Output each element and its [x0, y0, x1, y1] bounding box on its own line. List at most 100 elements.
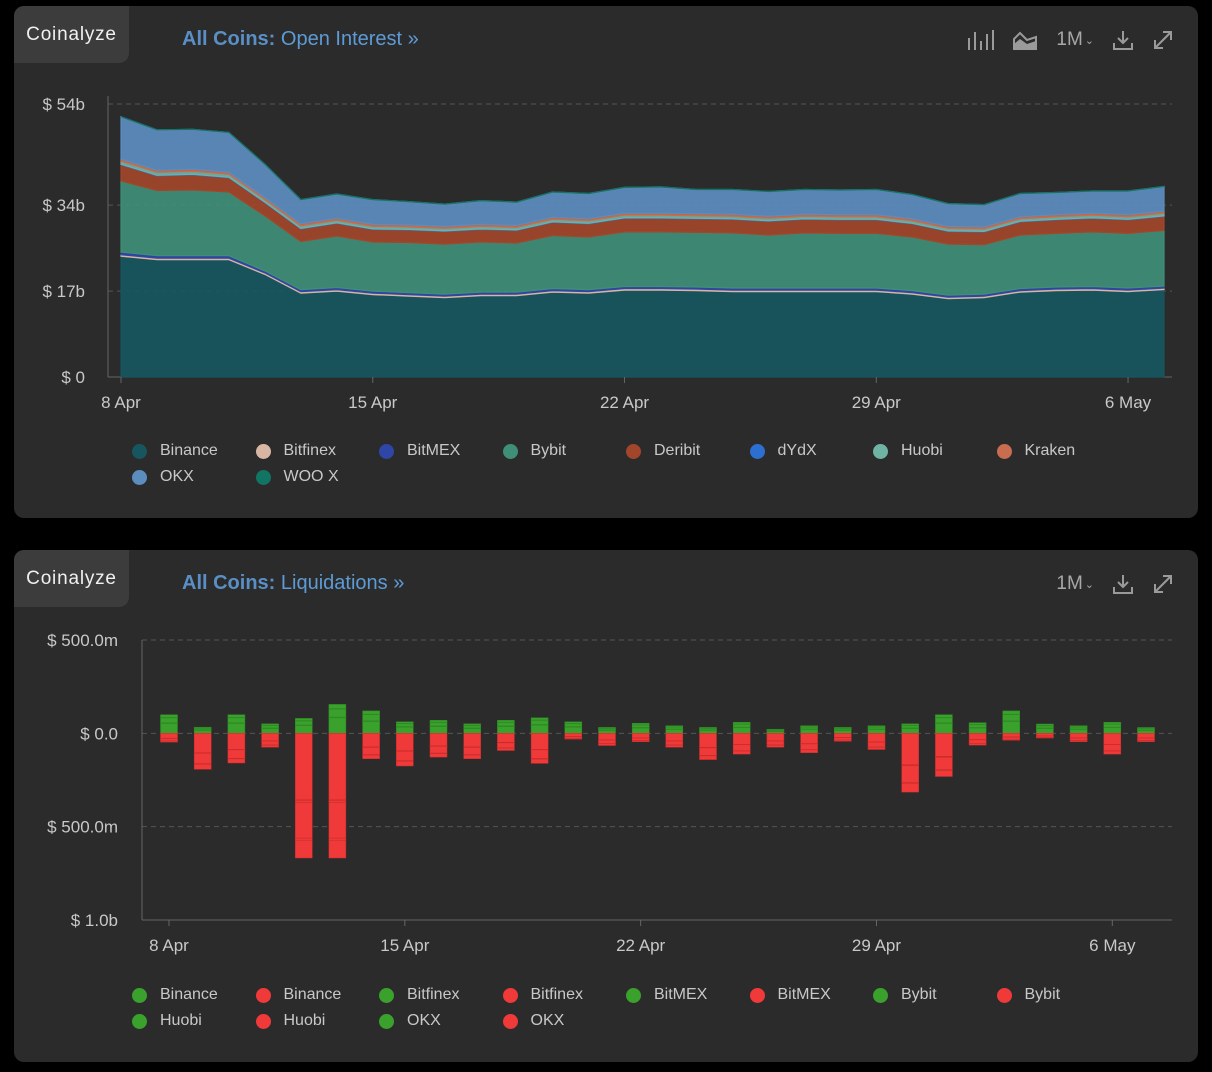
- bar-bybit-short[interactable]: [867, 742, 886, 748]
- bar-binance-short[interactable]: [328, 733, 347, 801]
- legend-item[interactable]: Binance: [132, 986, 256, 1004]
- bar-binance-long[interactable]: [396, 726, 414, 734]
- bar-bybit-short[interactable]: [362, 747, 380, 755]
- bar-binance-long[interactable]: [295, 725, 313, 734]
- bar-okx-long[interactable]: [530, 717, 549, 721]
- legend-item[interactable]: BitMEX: [379, 442, 503, 460]
- bar-okx-short[interactable]: [665, 745, 684, 748]
- bar-okx-short[interactable]: [564, 738, 583, 740]
- chart-title[interactable]: All Coins: Liquidations »: [182, 572, 404, 595]
- legend-item[interactable]: Binance: [255, 986, 380, 1004]
- bar-bybit-short[interactable]: [193, 753, 212, 764]
- area-chart-icon[interactable]: [1012, 26, 1038, 54]
- bar-binance-short[interactable]: [227, 733, 246, 750]
- bar-okx-short[interactable]: [530, 758, 549, 764]
- bar-okx-long[interactable]: [867, 725, 886, 727]
- bar-okx-long[interactable]: [1137, 727, 1155, 729]
- bar-bybit-short[interactable]: [261, 740, 279, 746]
- download-icon[interactable]: [1112, 26, 1134, 54]
- bar-binance-short[interactable]: [598, 733, 616, 741]
- bar-bybit-short[interactable]: [429, 746, 448, 754]
- bar-okx-short[interactable]: [834, 739, 852, 742]
- legend-item[interactable]: Huobi: [873, 442, 997, 460]
- bar-okx-long[interactable]: [463, 723, 481, 726]
- bar-okx-long[interactable]: [160, 714, 178, 718]
- bar-bybit-short[interactable]: [530, 749, 549, 759]
- legend-item[interactable]: Bybit: [873, 986, 997, 1004]
- legend-item[interactable]: Huobi: [255, 1012, 380, 1030]
- bar-bybit-long[interactable]: [530, 720, 549, 725]
- bar-okx-long[interactable]: [665, 725, 684, 727]
- bar-bybit-long[interactable]: [295, 720, 313, 726]
- bar-binance-short[interactable]: [295, 733, 313, 801]
- brand-logo[interactable]: Coinalyze: [14, 6, 129, 63]
- legend-item[interactable]: OKX: [132, 468, 256, 486]
- bar-bybit-short[interactable]: [463, 747, 481, 755]
- bar-bybit-short[interactable]: [328, 802, 347, 839]
- bar-okx-long[interactable]: [396, 721, 414, 724]
- legend-item[interactable]: Bybit: [996, 986, 1121, 1004]
- bar-bybit-short[interactable]: [598, 739, 616, 744]
- bar-bybit-short[interactable]: [834, 737, 852, 741]
- bar-binance-long[interactable]: [631, 727, 650, 734]
- bar-bybit-long[interactable]: [935, 717, 953, 723]
- bar-okx-short[interactable]: [193, 764, 212, 770]
- bar-okx-long[interactable]: [699, 727, 717, 729]
- bar-okx-short[interactable]: [463, 754, 481, 759]
- bar-okx-short[interactable]: [328, 840, 347, 859]
- period-selector[interactable]: 1M ⌄: [1056, 570, 1094, 598]
- bar-okx-long[interactable]: [362, 710, 380, 715]
- bar-bybit-short[interactable]: [901, 765, 919, 783]
- bar-binance-short[interactable]: [766, 733, 785, 742]
- bar-bybit-long[interactable]: [362, 714, 380, 722]
- bar-binance-long[interactable]: [564, 726, 583, 734]
- legend-item[interactable]: BitMEX: [749, 986, 874, 1004]
- bar-binance-long[interactable]: [328, 717, 347, 734]
- bar-okx-short[interactable]: [497, 747, 515, 751]
- legend-item[interactable]: Huobi: [132, 1012, 256, 1030]
- bar-binance-short[interactable]: [564, 733, 583, 737]
- bar-bybit-short[interactable]: [699, 747, 717, 756]
- bar-okx-short[interactable]: [699, 755, 717, 760]
- bar-bybit-short[interactable]: [497, 742, 515, 749]
- bar-binance-long[interactable]: [429, 725, 448, 734]
- bar-chart-icon[interactable]: [966, 26, 995, 54]
- bar-okx-short[interactable]: [800, 749, 818, 753]
- bar-bybit-long[interactable]: [328, 708, 347, 718]
- bar-binance-long[interactable]: [530, 724, 549, 734]
- legend-item[interactable]: BitMEX: [626, 986, 750, 1004]
- bar-okx-short[interactable]: [598, 743, 616, 746]
- bar-bitmex-short[interactable]: [328, 800, 347, 803]
- bar-okx-short[interactable]: [295, 840, 313, 859]
- bar-binance-short[interactable]: [1137, 733, 1155, 739]
- bar-okx-short[interactable]: [631, 740, 650, 742]
- bar-binance-long[interactable]: [968, 727, 987, 734]
- bar-bybit-short[interactable]: [665, 740, 684, 746]
- bar-okx-short[interactable]: [1002, 739, 1020, 741]
- bar-okx-long[interactable]: [261, 723, 279, 726]
- bar-okx-long[interactable]: [766, 728, 785, 731]
- bar-binance-long[interactable]: [901, 728, 919, 734]
- bar-binance-short[interactable]: [429, 733, 448, 747]
- bar-bybit-short[interactable]: [396, 751, 414, 761]
- bar-okx-long[interactable]: [193, 726, 212, 729]
- bar-binance-long[interactable]: [463, 728, 481, 734]
- bar-binance-short[interactable]: [699, 733, 717, 748]
- bar-binance-long[interactable]: [160, 722, 178, 734]
- bar-binance-short[interactable]: [463, 733, 481, 748]
- title-link[interactable]: Liquidations »: [280, 572, 405, 594]
- area-series-woo-x[interactable]: [120, 116, 1165, 206]
- bar-binance-short[interactable]: [1036, 733, 1054, 736]
- bar-okx-short[interactable]: [227, 758, 246, 764]
- bar-okx-long[interactable]: [732, 722, 751, 725]
- bar-binance-short[interactable]: [261, 733, 279, 742]
- bar-okx-long[interactable]: [968, 722, 987, 725]
- bar-binance-long[interactable]: [227, 722, 246, 734]
- bar-binance-short[interactable]: [968, 733, 987, 740]
- bar-okx-long[interactable]: [564, 721, 583, 724]
- bar-bybit-short[interactable]: [1069, 737, 1088, 741]
- bar-okx-long[interactable]: [631, 723, 650, 725]
- expand-icon[interactable]: [1152, 26, 1174, 54]
- bar-binance-short[interactable]: [530, 733, 549, 750]
- title-link[interactable]: Open Interest »: [280, 28, 419, 50]
